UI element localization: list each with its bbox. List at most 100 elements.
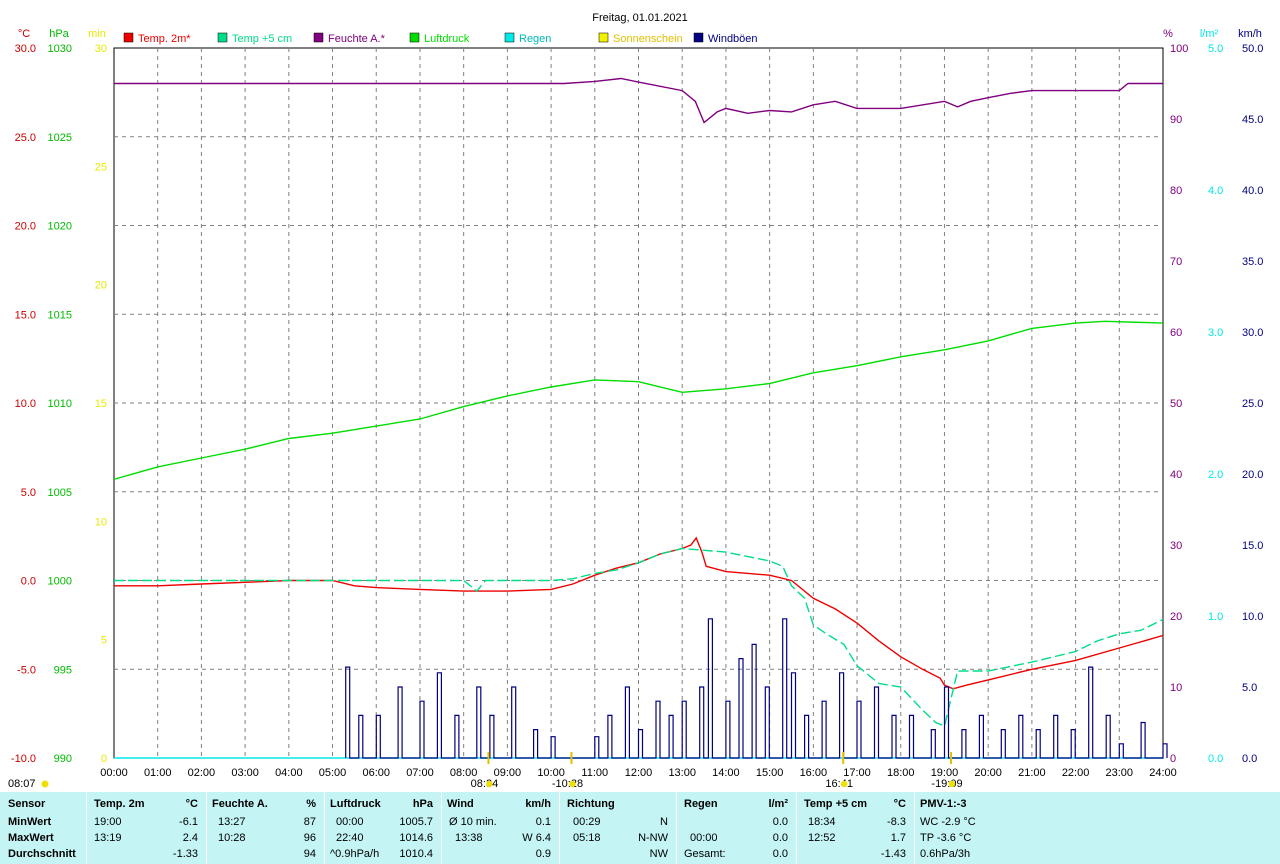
stats-value: N	[660, 816, 668, 828]
stats-value: -8.3	[887, 816, 906, 828]
stats-time: 19:00	[94, 816, 122, 828]
stats-value: WC -2.9 °C	[920, 816, 976, 828]
stats-value: 2.4	[182, 832, 198, 844]
stats-value: -1.43	[880, 848, 906, 860]
statistics-table: Sensor MinWert MaxWert Durchschnitt Temp…	[0, 792, 1280, 864]
x-tick-label: 11:00	[581, 767, 608, 779]
y-tick-label: 30.0	[1242, 327, 1263, 339]
y-tick-label: 30	[95, 43, 107, 55]
stats-value: 1005.7	[399, 816, 433, 828]
y-tick-label: 60	[1170, 327, 1182, 339]
x-tick-label: 05:00	[319, 767, 347, 779]
legend-swatch	[693, 32, 704, 43]
stats-value: 0.9	[535, 848, 551, 860]
y-tick-label: 20.0	[15, 221, 36, 233]
stats-unit: km/h	[525, 798, 551, 810]
y-tick-label: 3.0	[1208, 327, 1223, 339]
y-tick-label: 1000	[48, 576, 72, 588]
sun-marker-label: 08:34	[471, 778, 499, 790]
x-tick-label: 04:00	[275, 767, 303, 779]
stats-value: 96	[303, 832, 316, 844]
stats-value: N-NW	[638, 832, 668, 844]
stats-value: 87	[303, 816, 316, 828]
stats-col-pressure: Luftdruck hPa 00:00 1005.7 22:40 1014.6 …	[324, 792, 441, 864]
legend-swatch	[313, 32, 324, 43]
stats-head: PMV-1:-3	[920, 798, 967, 810]
y-tick-label: 0	[101, 753, 107, 765]
y-tick-label: 70	[1170, 256, 1182, 268]
x-tick-label: 22:00	[1062, 767, 1090, 779]
stats-time: 00:00	[690, 832, 718, 844]
y-tick-label: 10	[1170, 682, 1182, 694]
axis-unit-label: %	[1163, 28, 1173, 40]
legend-swatch	[598, 32, 609, 43]
stats-unit: %	[306, 798, 316, 810]
stats-value: 0.0	[772, 816, 788, 828]
y-tick-label: 5.0	[21, 487, 36, 499]
axis-unit-label: hPa	[49, 28, 69, 40]
legend-label: Temp. 2m*	[138, 33, 191, 45]
y-tick-label: 30.0	[15, 43, 36, 55]
x-tick-label: 12:00	[625, 767, 653, 779]
y-tick-label: 10	[95, 516, 107, 528]
y-tick-label: 4.0	[1208, 185, 1223, 197]
stats-value: 1010.4	[399, 848, 433, 860]
stats-row-label: MinWert	[8, 816, 52, 828]
stats-head: Temp +5 cm	[804, 798, 868, 810]
x-tick-label: 08:00	[450, 767, 478, 779]
stats-col-wind: Wind km/h Ø 10 min. 0.1 13:38 W 6.4 0.9	[441, 792, 559, 864]
y-tick-label: -5.0	[17, 664, 36, 676]
x-tick-label: 23:00	[1106, 767, 1134, 779]
stats-col-temp5cm: Temp +5 cm °C 18:34 -8.3 12:52 1.7 -1.43	[796, 792, 914, 864]
sun-marker-label: -10:28	[552, 778, 583, 790]
stats-value: 0.6hPa/3h	[920, 848, 971, 860]
y-tick-label: 1030	[48, 43, 72, 55]
x-tick-label: 20:00	[974, 767, 1002, 779]
stats-unit: l/m²	[768, 798, 788, 810]
x-tick-label: 15:00	[756, 767, 784, 779]
legend-label: Feuchte A.*	[328, 33, 386, 45]
x-tick-label: 03:00	[231, 767, 259, 779]
y-tick-label: 30	[1170, 540, 1182, 552]
axis-unit-label: °C	[18, 28, 30, 40]
legend-swatch	[123, 32, 134, 43]
chart-title: Freitag, 01.01.2021	[592, 12, 687, 24]
y-tick-label: 25.0	[1242, 398, 1263, 410]
weather-chart: Freitag, 01.01.2021 °C hPa min% l/m² km/h 30.0…	[8, 12, 1263, 790]
stats-head: Regen	[684, 798, 718, 810]
y-tick-label: 1010	[48, 398, 72, 410]
y-tick-label: 20	[95, 280, 107, 292]
stats-time: 05:18	[573, 832, 601, 844]
y-tick-label: 50.0	[1242, 43, 1263, 55]
axis-unit-label: min	[88, 28, 106, 40]
stats-time: 10:28	[218, 832, 246, 844]
y-tick-label: 20	[1170, 611, 1182, 623]
x-tick-label: 14:00	[712, 767, 740, 779]
sun-marker-icon	[486, 780, 493, 788]
y-tick-label: 1.0	[1208, 611, 1223, 623]
y-tick-label: 35.0	[1242, 256, 1263, 268]
stats-unit: hPa	[412, 798, 433, 810]
stats-time: 00:00	[336, 816, 364, 828]
stats-time: 12:52	[808, 832, 836, 844]
stats-head: Temp. 2m	[94, 798, 145, 810]
stats-value: TP -3.6 °C	[920, 832, 972, 844]
y-tick-label: 10.0	[1242, 611, 1263, 623]
stats-col-rain: Regen l/m² 0.0 00:00 0.0 Gesamt: 0.0	[676, 792, 796, 864]
y-tick-label: 100	[1170, 43, 1188, 55]
y-tick-label: 5	[101, 635, 107, 647]
stats-value: 0.1	[535, 816, 551, 828]
y-tick-label: 0.0	[21, 576, 36, 588]
legend-label: Regen	[519, 33, 551, 45]
x-tick-label: 24:00	[1149, 767, 1177, 779]
y-tick-label: 1020	[48, 221, 72, 233]
y-tick-label: 15.0	[1242, 540, 1263, 552]
stats-value: 0.0	[772, 848, 788, 860]
y-tick-label: 2.0	[1208, 469, 1223, 481]
y-tick-label: 90	[1170, 114, 1182, 126]
sun-marker-icon	[41, 780, 49, 788]
y-tick-label: 15.0	[15, 309, 36, 321]
sun-marker-label: 16:41	[825, 778, 853, 790]
sun-marker-icon	[840, 780, 848, 788]
y-tick-label: 80	[1170, 185, 1182, 197]
